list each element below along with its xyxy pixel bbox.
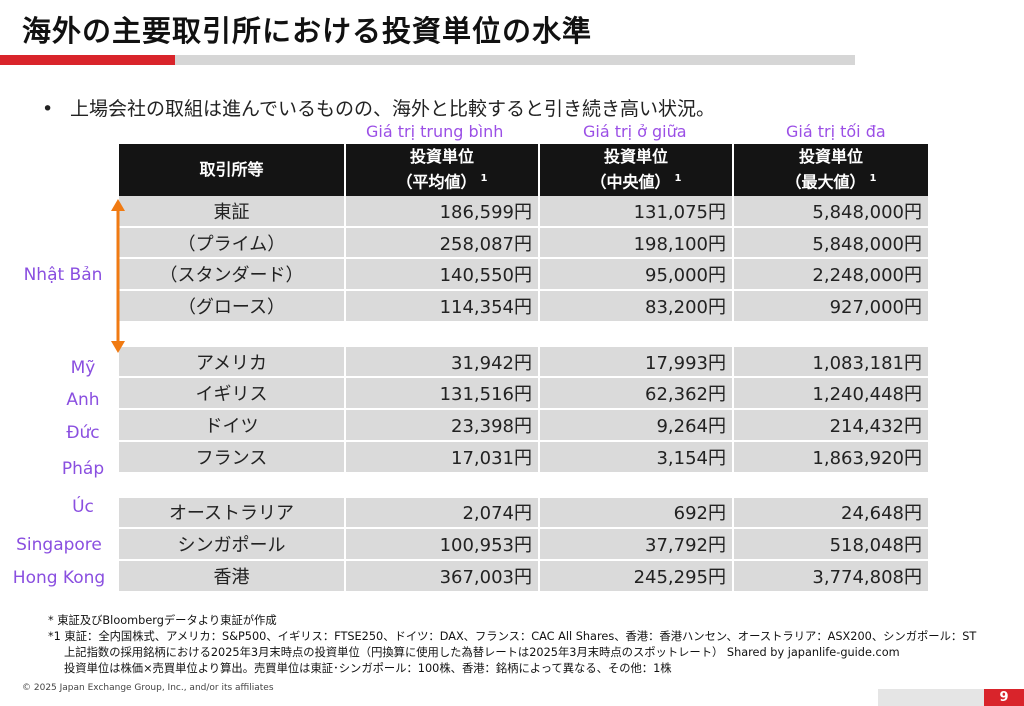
page-number: 9: [984, 689, 1024, 706]
header-average: 投資単位 （平均値） 1: [346, 144, 540, 196]
side-label-hk: Hong Kong: [12, 568, 106, 588]
table-row: ドイツ 23,398円 9,264円 214,432円: [119, 410, 928, 442]
side-label-de: Đức: [66, 423, 100, 443]
table-group-gap: [119, 322, 928, 347]
table-row: 香港 367,003円 245,295円 3,774,808円: [119, 560, 928, 593]
page-title: 海外の主要取引所における投資単位の水準: [22, 14, 593, 48]
title-underline-grey: [175, 55, 855, 65]
vn-header-median: Giá trị ở giữa: [583, 122, 687, 141]
header-max: 投資単位 （最大値） 1: [734, 144, 928, 196]
vn-header-max: Giá trị tối đa: [786, 122, 886, 141]
copyright: © 2025 Japan Exchange Group, Inc., and/o…: [22, 683, 274, 693]
table-row: フランス 17,031円 3,154円 1,863,920円: [119, 441, 928, 474]
table-row: （グロース） 114,354円 83,200円 927,000円: [119, 291, 928, 323]
side-label-us: Mỹ: [70, 358, 96, 378]
bullet-text: 上場会社の取組は進んでいるものの、海外と比較すると引き続き高い状況。: [70, 98, 716, 120]
footnotes: * 東証及びBloombergデータより東証が作成 *1 東証：全内国株式、アメ…: [48, 613, 976, 677]
footnote-line: *1 東証：全内国株式、アメリカ：S&P500、イギリス：FTSE250、ドイツ…: [48, 630, 977, 643]
table-group-gap: [119, 473, 928, 498]
bullet-point: • 上場会社の取組は進んでいるものの、海外と比較すると引き続き高い状況。: [42, 94, 715, 121]
table-row: （プライム） 258,087円 198,100円 5,848,000円: [119, 227, 928, 260]
bullet-icon: •: [42, 98, 54, 120]
table-row: オーストラリア 2,074円 692円 24,648円: [119, 497, 928, 530]
title-underline-red: [0, 55, 175, 65]
side-label-japan: Nhật Bản: [23, 265, 103, 285]
side-label-uk: Anh: [66, 390, 100, 410]
table-row: （スタンダード） 140,550円 95,000円 2,248,000円: [119, 259, 928, 292]
japan-range-arrow-icon: [111, 199, 125, 353]
side-label-fr: Pháp: [61, 459, 105, 479]
side-label-sg: Singapore: [16, 535, 102, 555]
investment-unit-table: 取引所等 投資単位 （平均値） 1 投資単位 （中央値） 1 投資単位 （最大値） 1 東証…: [119, 144, 928, 593]
footnote-line: * 東証及びBloombergデータより東証が作成: [48, 614, 277, 627]
table-header-row: 取引所等 投資単位 （平均値） 1 投資単位 （中央値） 1 投資単位 （最大値） 1: [119, 144, 928, 196]
vn-header-average: Giá trị trung bình: [366, 122, 504, 141]
page-number-bar: [878, 689, 984, 706]
table-row: シンガポール 100,953円 37,792円 518,048円: [119, 529, 928, 561]
table-row: 東証 186,599円 131,075円 5,848,000円: [119, 196, 928, 228]
header-exchange: 取引所等: [119, 144, 346, 196]
footnote-line: 上記指数の採用銘柄における2025年3月末時点の投資単位（円換算に使用した為替レ…: [64, 646, 900, 659]
side-label-au: Úc: [72, 497, 94, 517]
header-median: 投資単位 （中央値） 1: [540, 144, 734, 196]
table-row: アメリカ 31,942円 17,993円 1,083,181円: [119, 346, 928, 379]
table-row: イギリス 131,516円 62,362円 1,240,448円: [119, 378, 928, 411]
footnote-line: 投資単位は株価×売買単位より算出。売買単位は東証･シンガポール：100株、香港：…: [64, 662, 672, 675]
